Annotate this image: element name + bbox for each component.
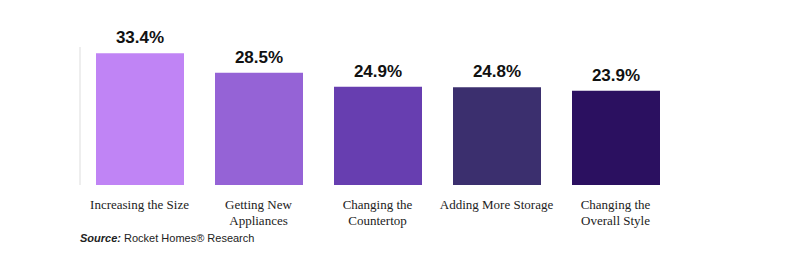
svg-text:Changing theOverall Style: Changing theOverall Style: [581, 197, 651, 228]
svg-text:Changing theCountertop: Changing theCountertop: [343, 197, 413, 228]
svg-text:Increasing the Size: Increasing the Size: [90, 197, 189, 212]
svg-text:28.5%: 28.5%: [235, 48, 283, 67]
svg-text:24.8%: 24.8%: [473, 62, 521, 81]
svg-text:Getting NewAppliances: Getting NewAppliances: [225, 197, 292, 228]
svg-text:33.4%: 33.4%: [116, 28, 164, 47]
svg-text:23.9%: 23.9%: [592, 66, 640, 85]
svg-text:24.9%: 24.9%: [354, 62, 402, 81]
svg-text:Adding More Storage: Adding More Storage: [440, 197, 554, 212]
html-text:Source: Rocket Homes® Research: Source: Rocket Homes® Research: [80, 232, 255, 244]
